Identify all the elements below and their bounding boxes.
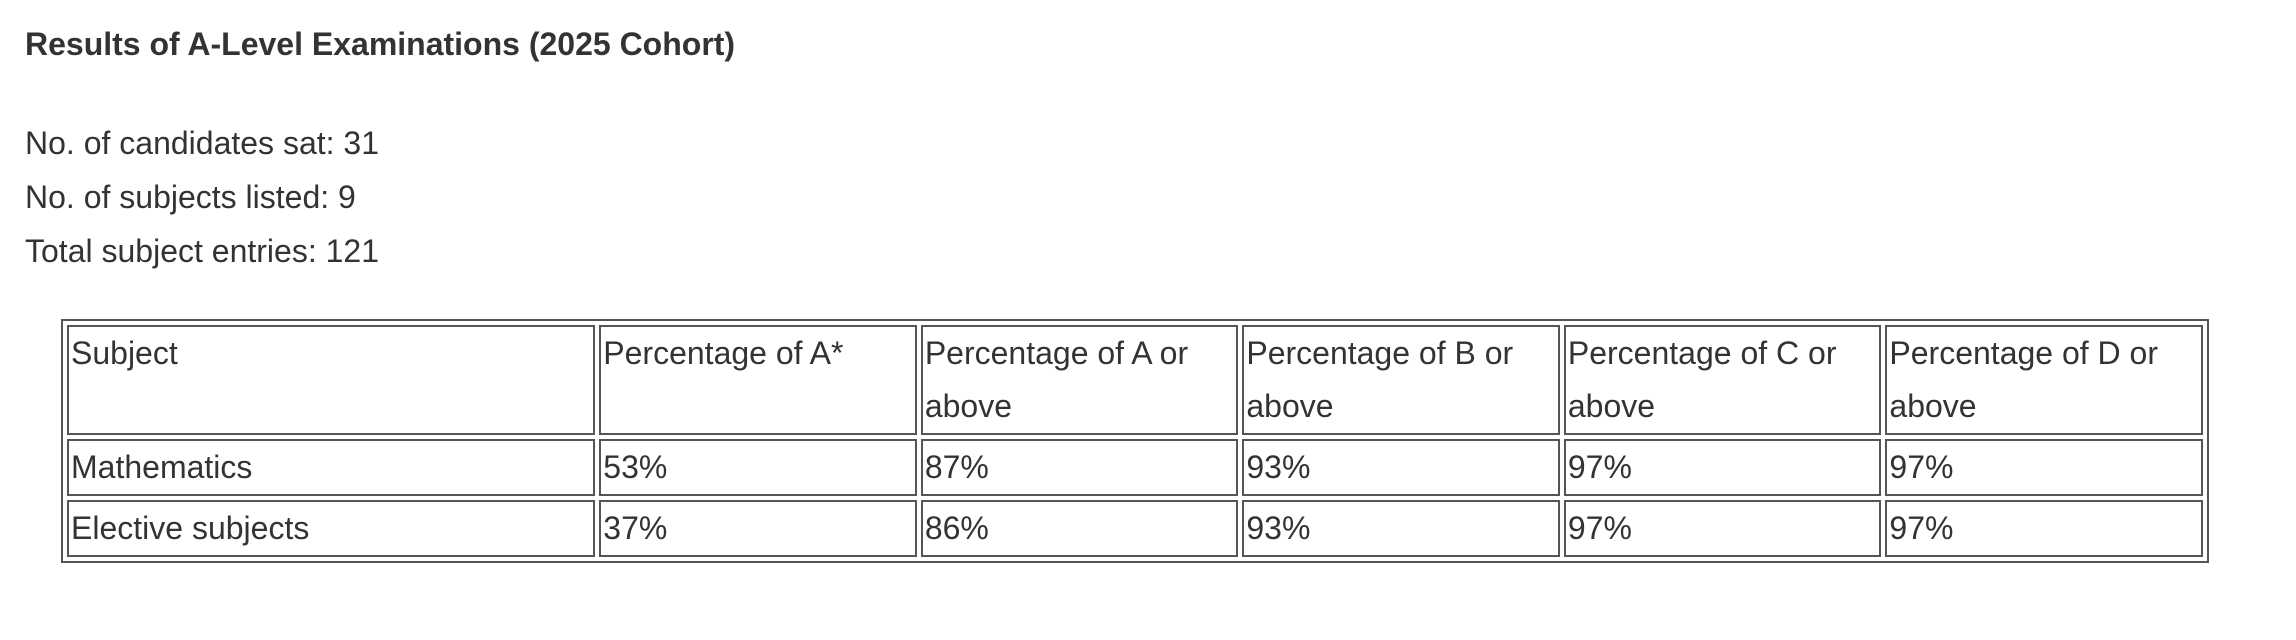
table-cell: 86% (920, 500, 1239, 557)
table-cell: Elective subjects (67, 500, 596, 557)
summary-line: Total subject entries: 121 (25, 233, 379, 269)
column-header: Percentage of C or above (1563, 325, 1882, 435)
table-cell: 97% (1885, 500, 2203, 557)
column-header: Percentage of A* (599, 325, 917, 435)
table-cell: Mathematics (67, 439, 596, 496)
table-cell: 93% (1242, 439, 1560, 496)
column-header: Percentage of A or above (920, 325, 1239, 435)
header-row: Subject Percentage of A* Percentage of A o… (67, 325, 2203, 435)
table-row: Elective subjects 37% 86% 93% 97% 97% (67, 500, 2203, 557)
page-title: Results of A-Level Examinations (2025 Co… (25, 26, 736, 62)
summary-line: No. of candidates sat: 31 (25, 125, 379, 161)
table-cell: 93% (1242, 500, 1560, 557)
table-cell: 97% (1563, 439, 1882, 496)
table-row: Mathematics 53% 87% 93% 97% 97% (67, 439, 2203, 496)
table-cell: 53% (599, 439, 917, 496)
table-cell: 87% (920, 439, 1239, 496)
column-header: Percentage of D or above (1885, 325, 2203, 435)
results-table: Subject Percentage of A* Percentage of A o… (61, 319, 2209, 563)
table-cell: 97% (1563, 500, 1882, 557)
column-header: Percentage of B or above (1242, 325, 1560, 435)
table-cell: 97% (1885, 439, 2203, 496)
summary: No. of candidates sat: 31 No. of subjects… (25, 120, 379, 282)
column-header: Subject (67, 325, 596, 435)
table-cell: 37% (599, 500, 917, 557)
summary-line: No. of subjects listed: 9 (25, 179, 356, 215)
